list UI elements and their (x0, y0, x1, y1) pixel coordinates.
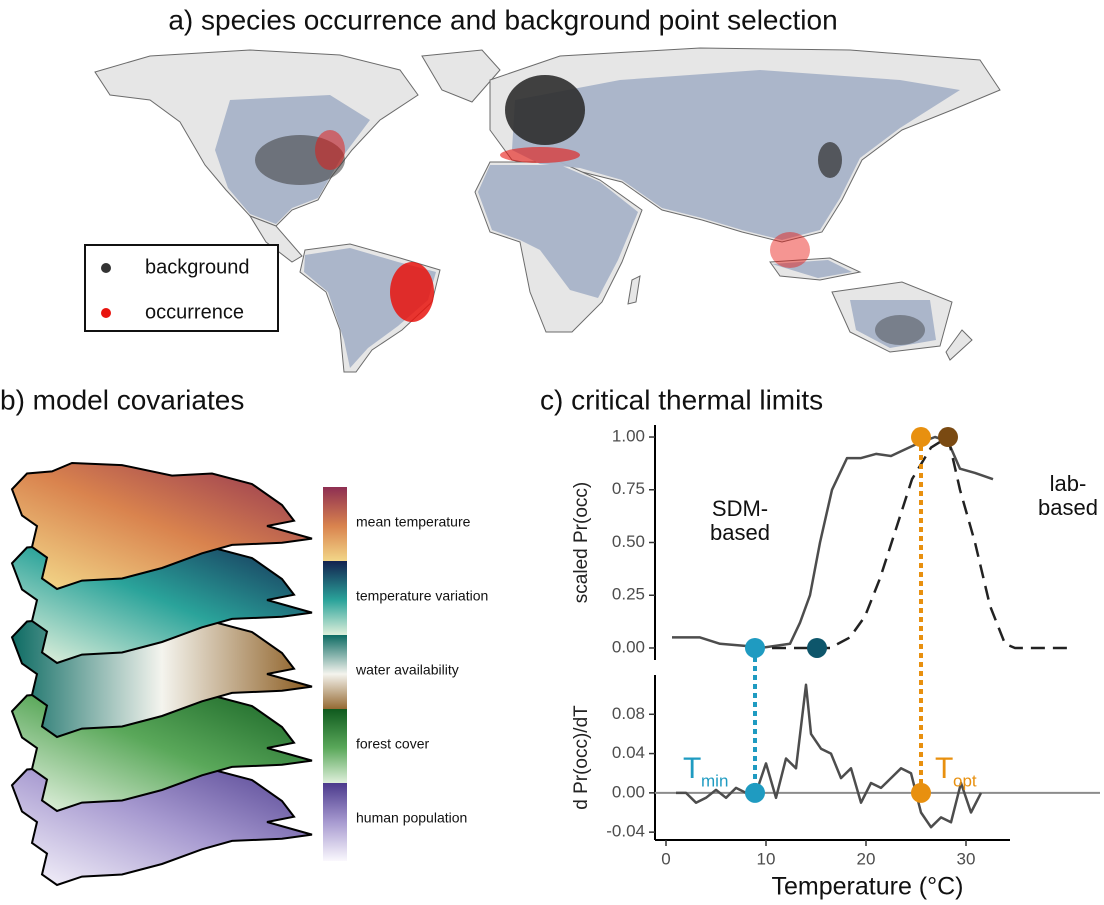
color-bar-label: forest cover (356, 736, 429, 752)
y-tick-label: 0.00 (612, 637, 645, 656)
color-bar (323, 709, 347, 787)
occurrence-cluster (390, 262, 434, 322)
background-cluster (875, 315, 925, 345)
panel-c-title: c) critical thermal limits (540, 384, 823, 415)
marker (911, 427, 931, 448)
annotation-subscript: min (701, 771, 728, 790)
color-bar-label: temperature variation (356, 588, 488, 604)
panel-a-title: a) species occurrence and background poi… (168, 4, 837, 35)
map-legend-box (84, 244, 279, 332)
covariate-layers (10, 461, 313, 887)
marker (807, 637, 827, 658)
marker (745, 637, 765, 658)
covariate-layer (10, 461, 313, 591)
line-series (750, 435, 1070, 650)
legend-label: occurrence (145, 301, 244, 323)
marker (911, 782, 931, 803)
legend-swatch (101, 263, 111, 273)
map-legend: background occurrence (101, 256, 250, 323)
panel-c: c) critical thermal limits 0.00 0.25 0.50 0.… (540, 384, 1100, 901)
islands (627, 257, 973, 361)
x-tick-label: 10 (757, 849, 776, 868)
color-bar (323, 561, 347, 639)
greenland (421, 49, 501, 103)
background-cluster (505, 75, 585, 145)
annotation: T (935, 752, 953, 785)
covariate-legend: mean temperature temperature variation wat… (323, 487, 488, 861)
annotation-subscript: opt (953, 771, 977, 790)
central-america (248, 215, 303, 263)
y-tick-label: 0.75 (612, 479, 645, 498)
world-map (94, 47, 1001, 373)
point-clusters (255, 75, 925, 345)
color-bar (323, 487, 347, 565)
series-label: SDM-based (710, 496, 770, 545)
y-axis-label: d Pr(occ)/dT (571, 705, 592, 810)
line-series (676, 683, 983, 829)
y-tick-label: 0.25 (612, 585, 645, 604)
y-tick-label: 0.04 (612, 743, 645, 762)
y-tick-label: 0.08 (612, 704, 645, 723)
y-tick-label: 1.00 (612, 427, 645, 446)
series-label: lab-based (1038, 471, 1098, 520)
panel-b-title: b) model covariates (0, 384, 244, 415)
marker (938, 427, 958, 448)
color-bar-label: mean temperature (356, 514, 471, 530)
marker (745, 782, 765, 803)
background-cluster (818, 142, 842, 178)
occurrence-cluster (500, 147, 580, 163)
color-bar (323, 635, 347, 713)
y-axis-label: scaled Pr(occ) (571, 482, 592, 603)
occurrence-cluster (770, 232, 810, 268)
y-tick-label: -0.04 (606, 822, 645, 841)
annotation: T (683, 752, 701, 785)
x-tick-label: 30 (957, 849, 976, 868)
color-bar-label: water availability (355, 662, 459, 678)
legend-swatch (101, 308, 111, 318)
x-axis-label: Temperature (°C) (772, 873, 964, 901)
color-bar (323, 783, 347, 861)
occurrence-cluster (315, 130, 345, 170)
legend-label: background (145, 256, 250, 278)
x-tick-label: 20 (857, 849, 876, 868)
y-tick-label: 0.50 (612, 532, 645, 551)
color-bar-label: human population (356, 810, 467, 826)
y-tick-label: 0.00 (612, 782, 645, 801)
x-tick-label: 0 (661, 849, 670, 868)
